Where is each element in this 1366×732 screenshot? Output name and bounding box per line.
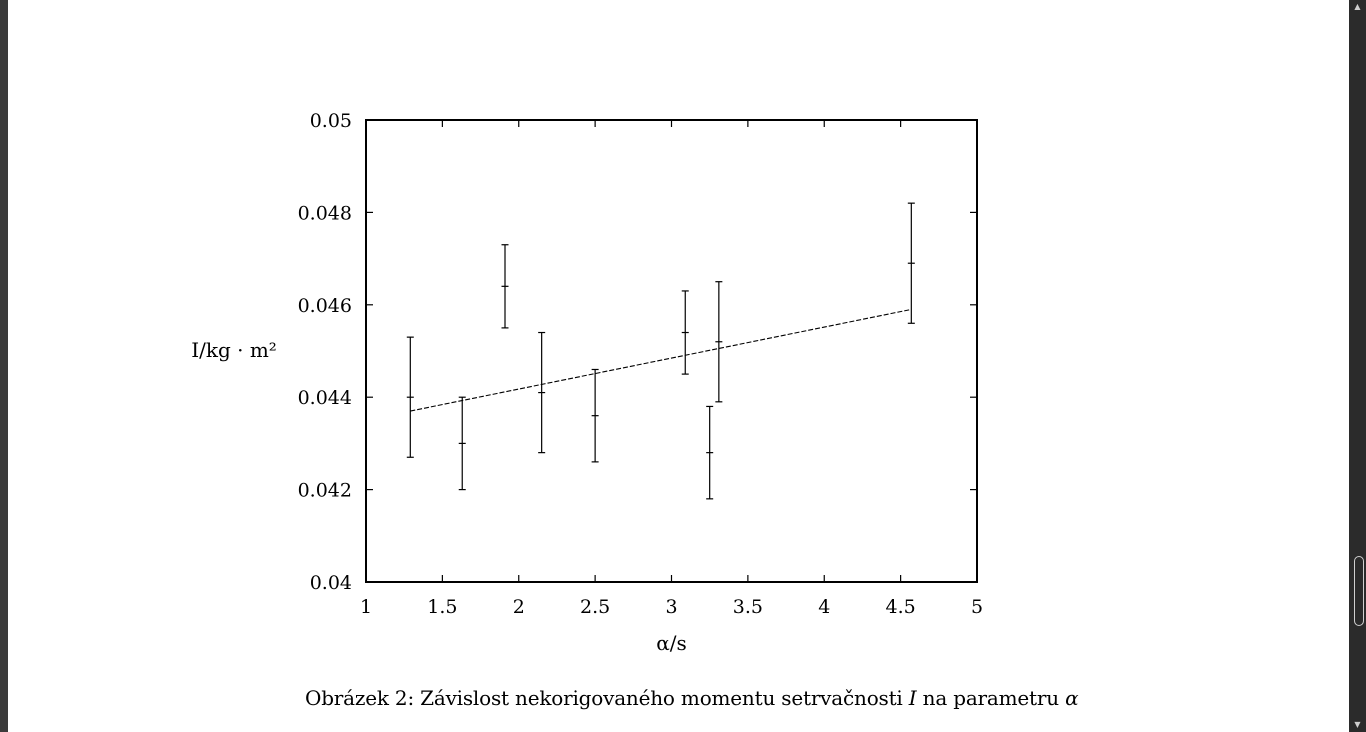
- error-bar-point: [681, 290, 689, 375]
- x-tick-label: 3.5: [733, 596, 763, 618]
- document-page: 1 1.5 2 2.5 3 3.5 4 4.5 5 0.04 0.042 0.044 0.046 0.04…: [8, 0, 1349, 732]
- y-tick-label: 0.042: [298, 480, 352, 502]
- error-bar-point: [501, 244, 509, 329]
- x-axis-label: α/s: [656, 631, 687, 655]
- x-tick-label: 5: [971, 596, 983, 618]
- x-tick-label: 4: [818, 596, 830, 618]
- caption-symbol-alpha: α: [1065, 686, 1079, 710]
- fit-line: [410, 308, 912, 412]
- y-tick-label: 0.044: [298, 387, 352, 409]
- error-bar-point: [591, 368, 599, 463]
- y-tick-label: 0.04: [310, 572, 352, 594]
- x-tick-label: 1.5: [427, 596, 457, 618]
- vertical-scrollbar[interactable]: ▲ ▼: [1349, 0, 1366, 732]
- y-tick-label: 0.05: [310, 110, 352, 132]
- axis-tick-labels: 1 1.5 2 2.5 3 3.5 4 4.5 5 0.04 0.042 0.044 0.046 0.04…: [298, 110, 983, 618]
- x-tick-label: 3: [665, 596, 677, 618]
- figure-caption: Obrázek 2: Závislost nekorigovaného mome…: [305, 686, 1079, 710]
- plot-frame: [365, 119, 978, 583]
- scroll-down-icon[interactable]: ▼: [1354, 720, 1361, 729]
- y-axis-label: I/kg · m²: [191, 338, 277, 362]
- axis-ticks: [365, 119, 978, 583]
- error-bar-point: [538, 331, 546, 454]
- caption-text-middle: na parametru: [916, 686, 1066, 710]
- x-tick-label: 2: [513, 596, 525, 618]
- error-bar-point: [458, 396, 466, 491]
- scroll-up-icon[interactable]: ▲: [1354, 2, 1361, 11]
- error-bar-point: [706, 405, 714, 500]
- error-bar-point: [715, 281, 723, 403]
- fit-line-group: [410, 308, 912, 412]
- caption-symbol-i: I: [908, 686, 917, 710]
- x-tick-label: 4.5: [886, 596, 916, 618]
- x-tick-label: 1: [360, 596, 372, 618]
- chart: 1 1.5 2 2.5 3 3.5 4 4.5 5 0.04 0.042 0.044 0.046 0.04…: [191, 110, 983, 655]
- x-tick-label: 2.5: [580, 596, 610, 618]
- y-tick-label: 0.046: [298, 295, 352, 317]
- error-bar-point: [907, 202, 915, 324]
- error-bar-point: [406, 336, 414, 458]
- y-tick-label: 0.048: [298, 202, 352, 224]
- scroll-thumb[interactable]: [1354, 556, 1364, 626]
- caption-text: Obrázek 2: Závislost nekorigovaného mome…: [305, 686, 909, 710]
- error-bars-group: [406, 202, 915, 500]
